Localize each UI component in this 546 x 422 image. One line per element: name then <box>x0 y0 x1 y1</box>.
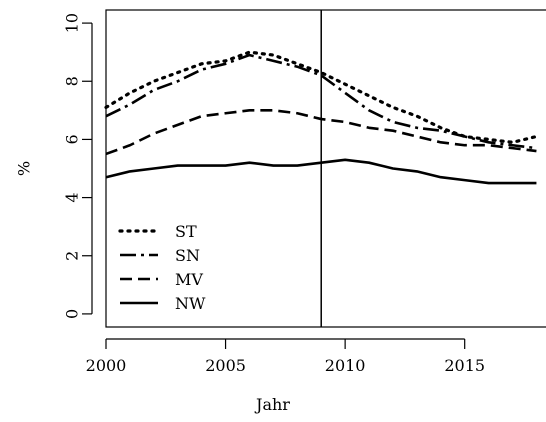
x-tick-label: 2010 <box>325 356 366 375</box>
x-tick-label: 2005 <box>205 356 246 375</box>
y-tick-label: 4 <box>63 192 82 202</box>
series-line-sn <box>105 53 537 150</box>
x-tick-label: 2000 <box>86 356 127 375</box>
y-tick-label: 6 <box>63 134 82 144</box>
y-tick-label: 10 <box>63 13 82 33</box>
legend-label-mv: MV <box>175 270 203 289</box>
series-lines <box>104 50 539 185</box>
x-axis-title: Jahr <box>254 395 290 414</box>
y-tick-label: 8 <box>63 76 82 86</box>
y-tick-label: 2 <box>63 251 82 261</box>
y-axis-title: % <box>15 161 34 176</box>
legend-label-sn: SN <box>175 246 200 265</box>
x-tick-label: 2015 <box>444 356 485 375</box>
y-tick-label: 0 <box>63 309 82 319</box>
series-line-mv <box>105 109 537 156</box>
legend-label-nw: NW <box>175 294 206 313</box>
y-axis: 0 2 4 6 8 10 <box>63 13 93 319</box>
legend: ST SN MV NW <box>118 222 206 313</box>
plot-area: 0 2 4 6 8 10 2000 2005 2010 2015 <box>63 9 546 375</box>
legend-label-st: ST <box>175 222 197 241</box>
series-line-nw <box>105 158 537 185</box>
plot-frame <box>105 9 546 328</box>
x-axis: 2000 2005 2010 2015 <box>86 338 485 375</box>
